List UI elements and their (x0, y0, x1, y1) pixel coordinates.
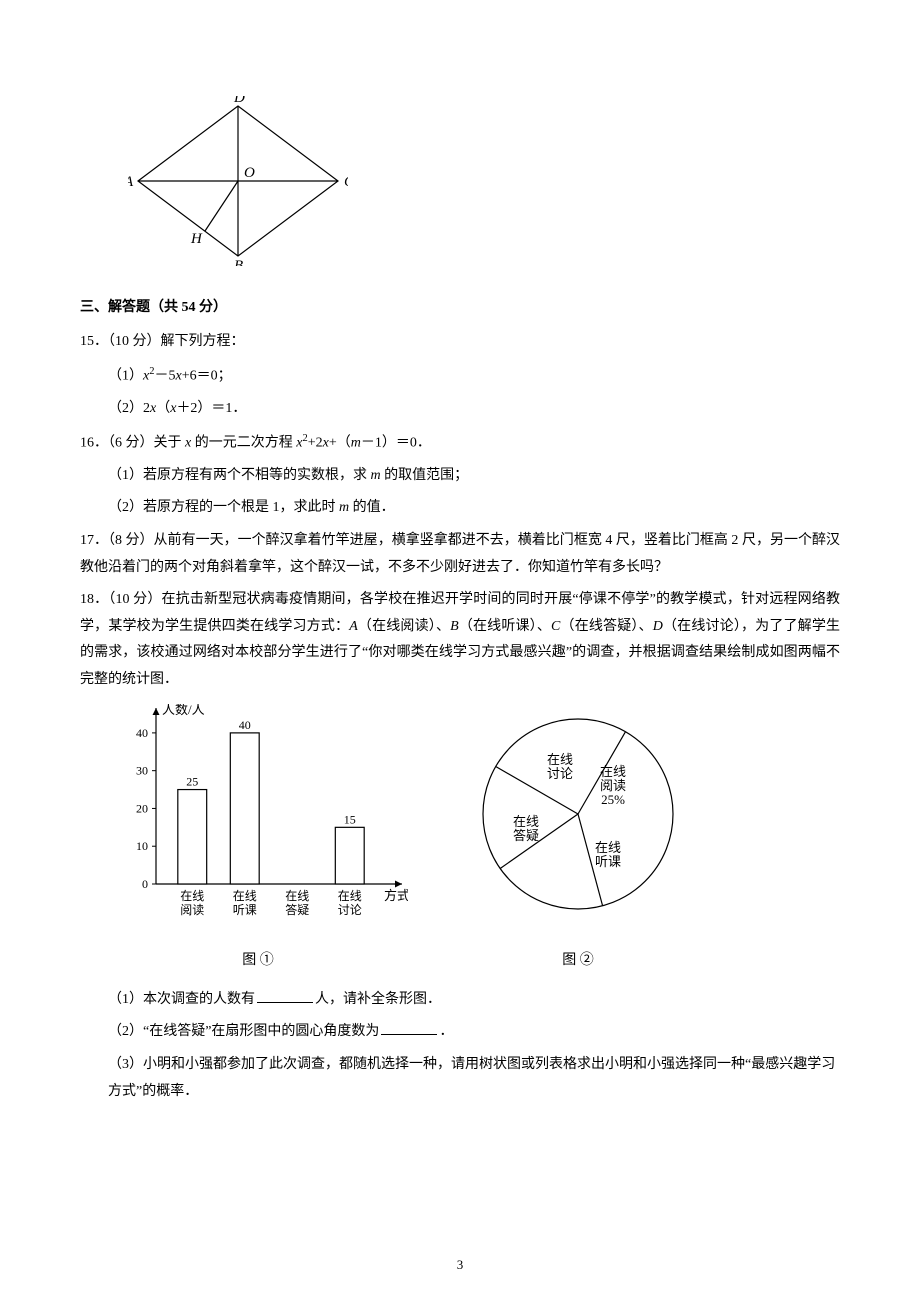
svg-text:40: 40 (136, 726, 148, 740)
q18-part3: （3）小明和小强都参加了此次调查，都随机选择一种，请用树状图或列表格求出小明和小… (108, 1052, 840, 1105)
svg-text:答疑: 答疑 (285, 902, 309, 917)
bar-chart: 人数/人方式01020304025在线阅读40在线听课在线答疑15在线讨论 (108, 704, 408, 934)
svg-text:阅读: 阅读 (600, 778, 626, 793)
svg-text:O: O (244, 165, 255, 181)
svg-text:在线: 在线 (595, 840, 621, 855)
section-title: 三、解答题（共 54 分） (80, 295, 840, 322)
pie-chart: 在线阅读25%在线听课在线答疑在线讨论 (448, 704, 708, 934)
svg-text:听课: 听课 (233, 903, 257, 917)
svg-text:听课: 听课 (595, 854, 621, 869)
svg-text:在线: 在线 (338, 889, 362, 903)
svg-text:讨论: 讨论 (547, 766, 573, 781)
svg-text:A: A (128, 174, 134, 190)
svg-text:20: 20 (136, 801, 148, 815)
svg-text:15: 15 (344, 812, 356, 826)
svg-text:在线: 在线 (513, 814, 539, 829)
page-number: 3 (0, 1253, 920, 1278)
svg-text:阅读: 阅读 (180, 903, 204, 917)
pie-chart-wrap: 在线阅读25%在线听课在线答疑在线讨论 图 ② (448, 704, 708, 975)
svg-text:在线: 在线 (233, 889, 257, 903)
charts-row: 人数/人方式01020304025在线阅读40在线听课在线答疑15在线讨论 图 … (108, 704, 840, 975)
svg-text:40: 40 (239, 718, 251, 732)
svg-text:D: D (233, 96, 245, 106)
svg-text:25: 25 (186, 774, 198, 788)
svg-text:25%: 25% (601, 792, 625, 807)
svg-text:在线: 在线 (180, 889, 204, 903)
q17: 17．（8 分）从前有一天，一个醉汉拿着竹竿进屋，横拿竖拿都进不去，横着比门框宽… (80, 528, 840, 581)
svg-text:答疑: 答疑 (513, 828, 539, 843)
q16-part1: （1）若原方程有两个不相等的实数根，求 m 的取值范围； (108, 463, 840, 490)
svg-text:C: C (344, 174, 348, 190)
q16-part2: （2）若原方程的一个根是 1，求此时 m 的值． (108, 495, 840, 522)
svg-text:B: B (234, 258, 243, 266)
svg-text:在线: 在线 (547, 752, 573, 767)
q15-stem: 15．（10 分）解下列方程： (80, 329, 840, 356)
svg-text:人数/人: 人数/人 (162, 704, 205, 717)
svg-text:在线: 在线 (285, 889, 309, 903)
pie-chart-caption: 图 ② (448, 948, 708, 975)
svg-text:H: H (190, 231, 203, 247)
svg-text:在线: 在线 (600, 764, 626, 779)
q18-stem: 18．（10 分）在抗击新型冠状病毒疫情期间，各学校在推迟开学时间的同时开展“停… (80, 587, 840, 693)
q15-part2: （2）2x（x＋2）＝1． (108, 396, 840, 423)
svg-text:0: 0 (142, 877, 148, 891)
rhombus-diagram: A C D B O H (128, 96, 840, 277)
q16-stem: 16．（6 分）关于 x 的一元二次方程 x2+2x+（m－1）＝0． (80, 429, 840, 457)
svg-text:方式: 方式 (384, 888, 408, 903)
bar-chart-caption: 图 ① (108, 948, 408, 975)
bar-chart-wrap: 人数/人方式01020304025在线阅读40在线听课在线答疑15在线讨论 图 … (108, 704, 408, 975)
svg-text:讨论: 讨论 (338, 903, 362, 917)
q18-part1: （1）本次调查的人数有人，请补全条形图． (108, 987, 840, 1014)
q18-part2: （2）“在线答疑”在扇形图中的圆心角度数为． (108, 1019, 840, 1046)
q15-part1: （1）x2－5x+6＝0； (108, 362, 840, 390)
svg-text:10: 10 (136, 839, 148, 853)
svg-text:30: 30 (136, 763, 148, 777)
